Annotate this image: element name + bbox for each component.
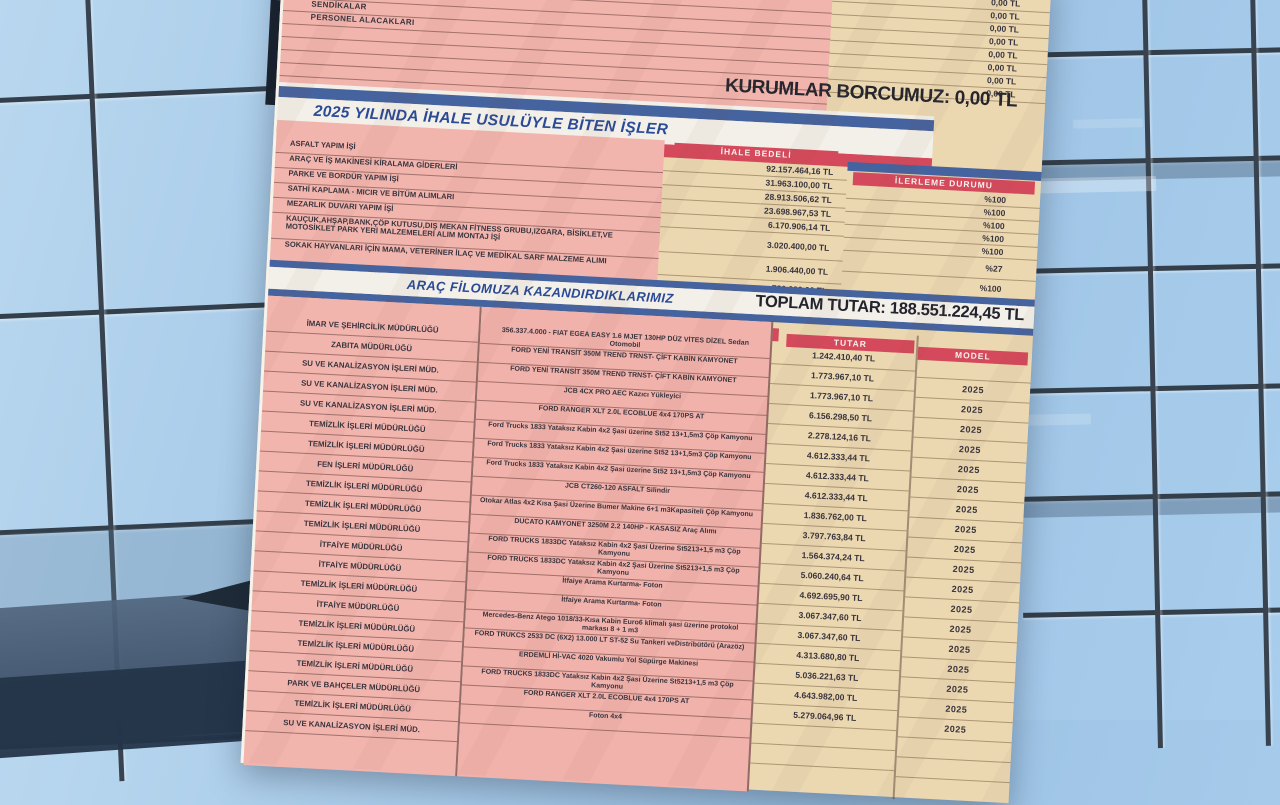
- glass-facade-right: [1010, 0, 1280, 751]
- fleet-tutar-column: 1.242.410,40 TL 1.773.967,10 TL 1.773.967,…: [748, 328, 919, 800]
- glass-reflection: [1024, 413, 1092, 426]
- window-mullion: [1023, 607, 1280, 618]
- window-mullion: [1142, 0, 1163, 749]
- glass-reflection: [1036, 176, 1157, 194]
- fleet-birim-column: İMAR VE ŞEHİRCİLİK MÜDÜRLÜĞÜ ZABITA MÜDÜR…: [243, 295, 482, 777]
- window-mullion: [1250, 0, 1271, 746]
- tenders-amount-column: İHALE BEDELİ 92.157.464,16 TL 31.963.100,…: [656, 140, 849, 303]
- tenders-progress-column: İLERLEME DURUMU %100 %100 %100 %100 %100 %27%…: [840, 150, 1043, 312]
- fleet-model-column: 2025 2025 2025 2025 2025 2025 2025 2025 2025 2025…: [895, 342, 1033, 805]
- fleet-arac-column: 356.337.4.000 - FIAT EGEA EASY 1.6 MJET …: [457, 306, 774, 792]
- municipal-banner: ŞİRKETİSENDİKALARPERSONEL ALACAKLARI 0,0…: [240, 0, 1052, 805]
- glass-reflection: [1072, 118, 1143, 129]
- window-mullion: [1018, 383, 1280, 394]
